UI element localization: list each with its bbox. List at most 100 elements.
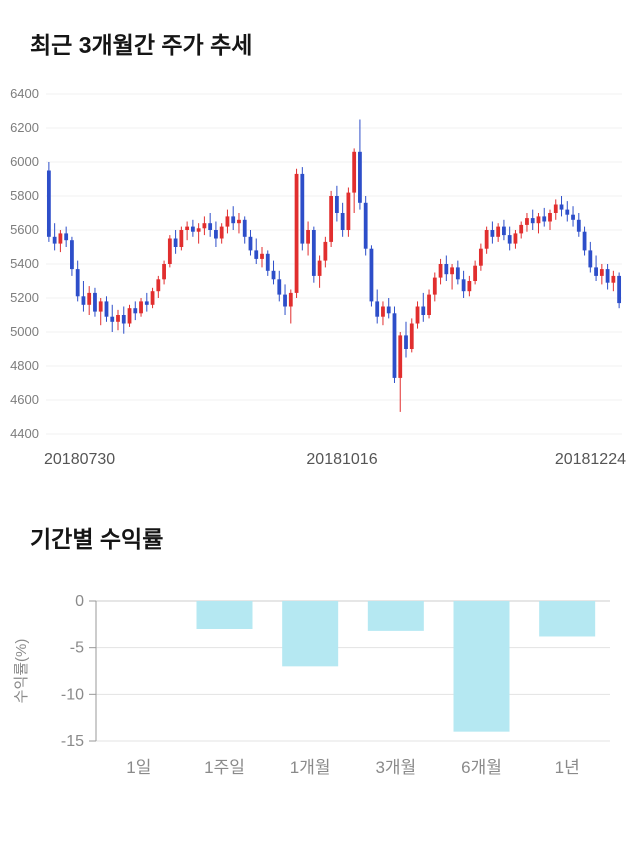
candle-body-up: [513, 232, 518, 244]
candle-body-down: [231, 215, 236, 223]
candle-body-down: [254, 249, 259, 259]
x-date-label: 20181224: [555, 451, 626, 468]
candle-body-down: [70, 239, 74, 269]
candle-body-down: [594, 266, 598, 276]
candle-body-down: [617, 275, 622, 303]
candle-body-down: [559, 204, 564, 210]
candle-body-down: [582, 231, 587, 250]
candle-body-up: [288, 292, 293, 307]
x-category-label: 3개월: [375, 758, 416, 777]
y-tick-label: 4800: [10, 358, 39, 373]
candle-body-down: [242, 219, 247, 237]
y-tick-label: -15: [61, 733, 84, 750]
y-tick-label: 4400: [10, 426, 39, 441]
candle-body-down: [542, 215, 547, 222]
y-axis-title: 수익률(%): [13, 639, 30, 704]
y-tick-label: 5200: [10, 290, 39, 305]
candle-body-up: [467, 280, 472, 291]
y-tick-label: 5400: [10, 256, 39, 271]
candle-body-down: [283, 294, 287, 307]
candle-body-up: [525, 217, 529, 225]
x-date-label: 20181016: [306, 451, 377, 468]
candle-body-down: [358, 151, 362, 203]
candle-body-down: [421, 306, 426, 315]
candle-body-up: [156, 278, 161, 291]
candle-body-down: [300, 173, 305, 244]
candle-body-up: [599, 268, 604, 276]
candle-body-up: [127, 307, 132, 324]
candle-body-up: [116, 314, 120, 322]
candle-body-up: [167, 238, 172, 264]
candle-body-up: [150, 290, 155, 305]
candle-body-up: [352, 151, 357, 193]
candle-body-down: [375, 300, 380, 317]
candle-body-down: [52, 236, 57, 244]
candle-body-up: [225, 215, 230, 227]
candle-body-up: [548, 212, 552, 222]
candle-body-down: [311, 229, 316, 276]
y-tick-label: 6200: [10, 120, 39, 135]
candle-body-down: [46, 170, 51, 237]
candle-body-up: [237, 219, 241, 223]
candle-body-up: [519, 224, 524, 233]
candle-body-down: [104, 300, 109, 317]
candle-body-up: [294, 173, 299, 293]
candle-body-up: [306, 229, 310, 244]
candle-body-up: [346, 192, 351, 230]
candle-body-down: [173, 238, 178, 247]
x-category-label: 1주일: [204, 758, 245, 777]
candle-body-down: [214, 229, 218, 239]
candle-body-up: [219, 226, 224, 239]
candle-body-down: [363, 202, 368, 249]
candle-body-up: [329, 195, 334, 242]
candle-body-up: [536, 215, 541, 223]
page: 최근 3개월간 주가 추세 6400 6200 6000 5800 5600 5400 52…: [0, 32, 640, 801]
y-tick-label: -5: [70, 640, 84, 657]
candle-body-up: [317, 260, 322, 276]
candle-body-down: [502, 226, 506, 235]
candle-body-down: [190, 226, 195, 232]
candle-body-down: [75, 268, 80, 296]
candle-body-down: [208, 222, 213, 230]
candle-body-down: [588, 249, 593, 267]
candle-body-down: [404, 334, 408, 349]
return-bar: [282, 601, 339, 667]
candle-body-down: [133, 307, 138, 313]
candle-body-down: [81, 295, 86, 305]
candle-body-down: [64, 232, 69, 240]
price-candlestick-chart: 6400 6200 6000 5800 5600 5400 5200 5000 4800 4600…: [10, 86, 626, 468]
candle-body-down: [605, 268, 610, 283]
candle-body-up: [323, 241, 328, 261]
candle-body-down: [334, 195, 339, 213]
candle-body-up: [478, 248, 483, 266]
candle-body-up: [427, 294, 431, 315]
candle-body-down: [265, 253, 270, 271]
return-bar: [539, 601, 596, 637]
y-tick-label: 6400: [10, 86, 39, 101]
candle-body-up: [484, 229, 489, 249]
y-tick-label: 5000: [10, 324, 39, 339]
candle-body-down: [271, 270, 276, 279]
candle-body-up: [473, 265, 478, 281]
candle-body-up: [381, 306, 385, 317]
returns-chart-title: 기간별 수익률: [30, 525, 164, 552]
candle-body-down: [461, 278, 466, 291]
x-category-label: 6개월: [461, 758, 502, 777]
candle-body-down: [455, 266, 460, 279]
candle-body-down: [386, 306, 391, 313]
candle-body-up: [415, 306, 420, 324]
candle-body-down: [565, 209, 570, 215]
x-category-label: 1일: [126, 758, 151, 777]
x-date-label: 20180730: [44, 451, 115, 468]
candle-body-down: [392, 312, 397, 378]
return-bar: [367, 601, 424, 632]
x-category-label: 1년: [555, 758, 580, 777]
candle-body-down: [530, 217, 535, 223]
candle-body-up: [196, 227, 201, 232]
candle-body-down: [576, 219, 581, 232]
candle-body-down: [340, 212, 345, 230]
candle-body-up: [98, 300, 103, 312]
candle-body-up: [450, 266, 454, 274]
candle-body-up: [162, 263, 166, 279]
candle-body-up: [438, 263, 443, 278]
